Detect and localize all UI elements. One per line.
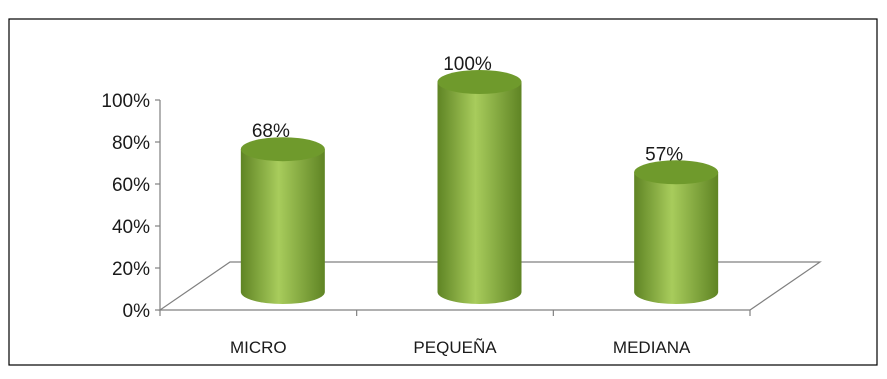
- bar-top: [437, 70, 522, 94]
- bar-body: [437, 82, 522, 304]
- bar-mediana: 57%: [634, 144, 719, 304]
- bar-top: [240, 137, 325, 162]
- data-label: 57%: [645, 144, 683, 165]
- y-tick-label: 0%: [123, 301, 151, 322]
- y-tick-label: 80%: [112, 133, 150, 154]
- data-label: 68%: [252, 121, 290, 142]
- bar-micro: 68%: [240, 121, 325, 304]
- y-tick-label: 60%: [112, 175, 150, 196]
- x-category-label: MICRO: [230, 338, 287, 357]
- y-axis-ticks: 0% 20% 40% 60% 80% 100%: [101, 91, 160, 322]
- bar-top: [634, 160, 719, 185]
- x-category-label: MEDIANA: [613, 338, 691, 357]
- bar-body: [634, 172, 719, 304]
- y-tick-label: 40%: [112, 217, 150, 238]
- bar-body: [240, 149, 325, 304]
- x-category-label: PEQUEÑA: [413, 338, 497, 357]
- y-tick-label: 20%: [112, 259, 150, 280]
- axes: [158, 100, 822, 316]
- y-tick-label: 100%: [101, 91, 150, 112]
- x-axis-labels: MICRO PEQUEÑA MEDIANA: [230, 338, 691, 357]
- bars: 68% 100% 57%: [240, 54, 719, 304]
- data-label: 100%: [443, 54, 492, 75]
- bar-pequeña: 100%: [437, 54, 522, 304]
- chart-frame: [8, 18, 878, 366]
